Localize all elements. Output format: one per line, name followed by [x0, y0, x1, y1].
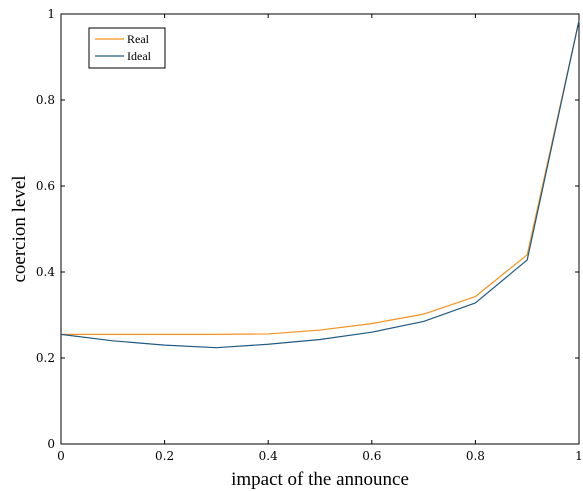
x-tick-label: 0.8 [466, 449, 485, 463]
axis-ticks: 0 0.2 0.4 0.6 0.8 1 0 0.2 0.4 0.6 0.8 1 [36, 7, 583, 463]
legend-label-ideal: Ideal [127, 49, 152, 63]
x-tick-label: 1 [575, 449, 583, 463]
x-tick-label: 0 [57, 449, 65, 463]
y-tick-label: 0 [47, 437, 55, 451]
plot-frame [60, 13, 580, 445]
legend-box [88, 27, 166, 69]
y-tick-label: 0.4 [36, 265, 55, 279]
y-axis-label: coercion level [9, 175, 30, 282]
x-axis-label: impact of the announce [231, 469, 409, 490]
y-tick-label: 1 [47, 7, 55, 21]
series-lines [60, 20, 580, 349]
y-tick-label: 0.6 [36, 179, 55, 193]
y-tick-label: 0.8 [36, 93, 55, 107]
legend-label-real: Real [127, 32, 150, 46]
series-line-real [61, 20, 580, 335]
y-tick-label: 0.2 [36, 351, 55, 365]
series-line-ideal [60, 20, 580, 349]
legend: Real Ideal [88, 27, 166, 69]
x-tick-label: 0.4 [259, 449, 278, 463]
x-tick-label: 0.6 [362, 449, 381, 463]
x-tick-label: 0.2 [155, 449, 174, 463]
